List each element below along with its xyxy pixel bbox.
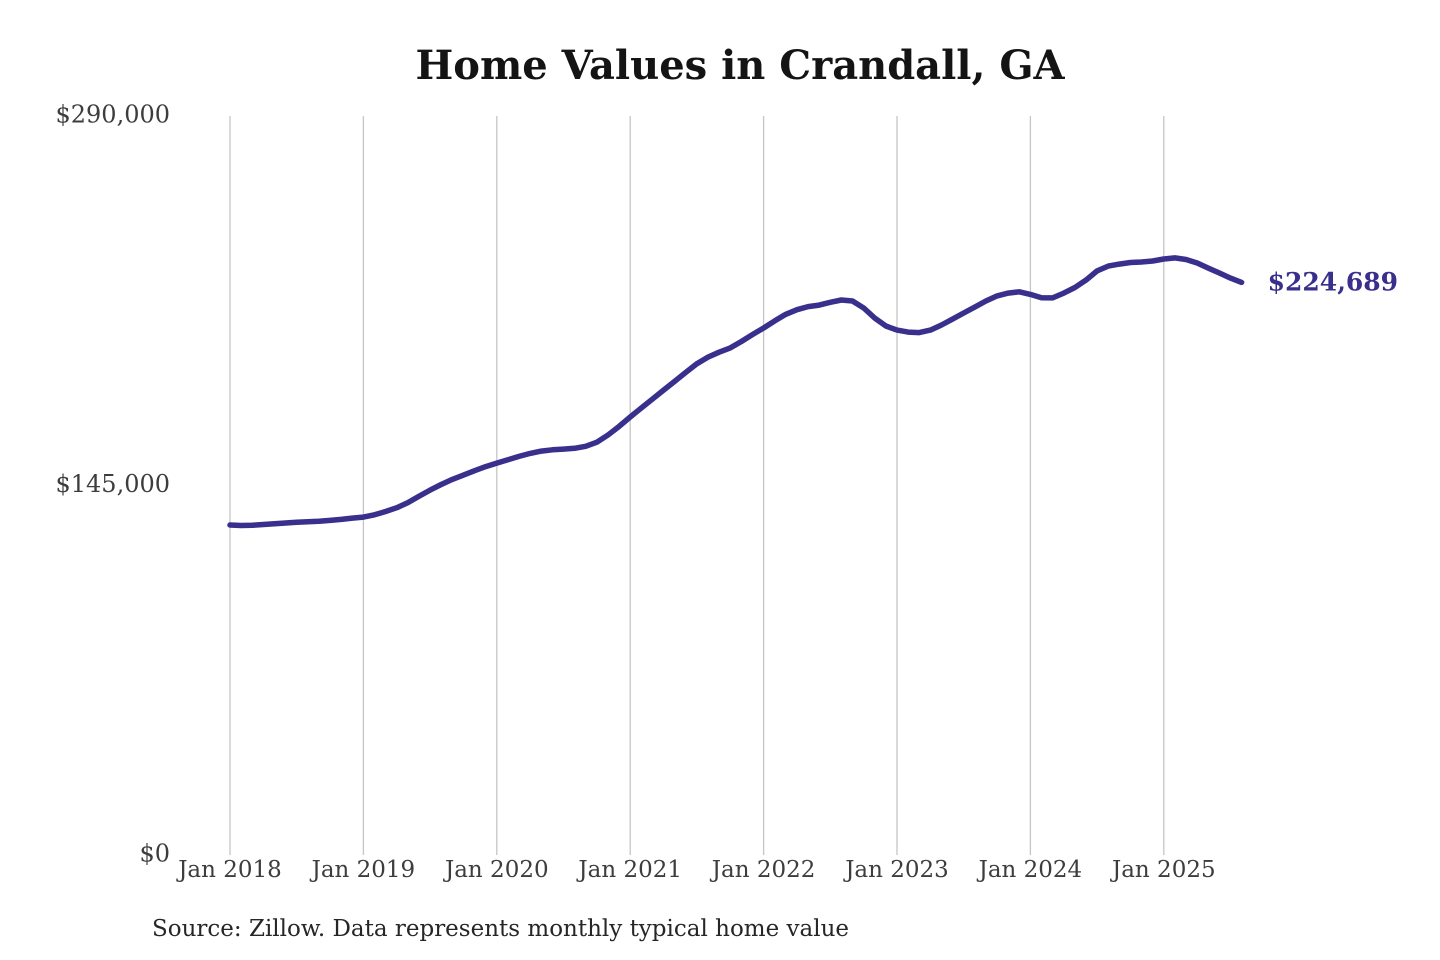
x-axis-tick-label: Jan 2019: [310, 857, 416, 883]
x-axis-tick-label: Jan 2018: [176, 857, 282, 883]
y-axis-tick-label: $0: [139, 840, 170, 868]
home-value-line: [227, 255, 1245, 529]
y-axis-tick-label: $145,000: [55, 470, 170, 498]
x-axis-tick-label: Jan 2020: [443, 857, 549, 883]
chart-title: Home Values in Crandall, GA: [415, 42, 1065, 89]
x-axis-tick-label: Jan 2023: [843, 857, 949, 883]
source-note: Source: Zillow. Data represents monthly …: [152, 916, 850, 942]
latest-value-label: $224,689: [1267, 267, 1399, 297]
x-axis-tick-label: Jan 2021: [576, 857, 682, 883]
x-axis-tick-label: Jan 2025: [1110, 857, 1216, 883]
x-axis-tick-label: Jan 2024: [977, 857, 1083, 883]
x-axis-tick-label: Jan 2022: [710, 857, 816, 883]
y-axis-tick-label: $290,000: [55, 101, 170, 129]
